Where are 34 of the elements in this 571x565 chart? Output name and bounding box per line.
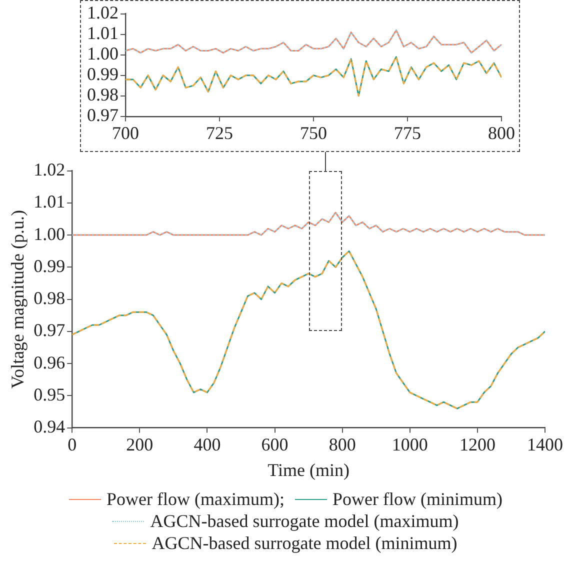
y-tick-label: 0.95 xyxy=(34,384,66,404)
y-tick-label: 0.94 xyxy=(34,416,66,437)
y-tick-label: 1.02 xyxy=(87,2,118,23)
x-tick-label: 775 xyxy=(394,122,421,143)
x-tick-label: 600 xyxy=(261,434,288,454)
x-tick-label: 1200 xyxy=(459,434,496,454)
y-tick-label: 0.96 xyxy=(34,352,66,372)
y-tick-label: 1.00 xyxy=(34,224,66,244)
y-tick-label: 0.99 xyxy=(87,64,118,84)
x-tick-label: 725 xyxy=(206,122,233,143)
y-tick-label: 1.01 xyxy=(87,23,118,44)
x-tick-label: 750 xyxy=(300,122,327,143)
x-tick-label: 700 xyxy=(112,122,139,143)
x-tick-label: 0 xyxy=(68,434,77,454)
legend-label: AGCN-based surrogate model (minimum) xyxy=(152,532,458,554)
x-tick-label: 200 xyxy=(126,434,154,454)
x-tick-label: 800 xyxy=(328,434,356,454)
y-tick-label: 1.00 xyxy=(87,44,118,64)
y-tick-label: 0.98 xyxy=(34,288,66,308)
y-tick-label: 0.97 xyxy=(87,105,118,126)
y-tick-label: 0.97 xyxy=(34,320,66,340)
y-tick-label: 1.02 xyxy=(34,160,66,180)
x-tick-label: 800 xyxy=(488,122,515,143)
y-axis-title: Voltage magnitude (p.u.) xyxy=(8,210,28,389)
y-tick-label: 0.98 xyxy=(87,84,118,105)
x-axis-title: Time (min) xyxy=(268,460,350,480)
legend-label: Power flow (maximum); xyxy=(106,488,284,510)
legend-label: Power flow (minimum) xyxy=(332,488,502,510)
x-tick-label: 1000 xyxy=(392,434,428,454)
x-tick-label: 1400 xyxy=(527,434,563,454)
y-tick-label: 0.99 xyxy=(34,256,66,276)
x-tick-label: 400 xyxy=(194,434,221,454)
y-tick-label: 1.01 xyxy=(34,192,66,212)
legend-label: AGCN-based surrogate model (maximum) xyxy=(150,510,459,532)
